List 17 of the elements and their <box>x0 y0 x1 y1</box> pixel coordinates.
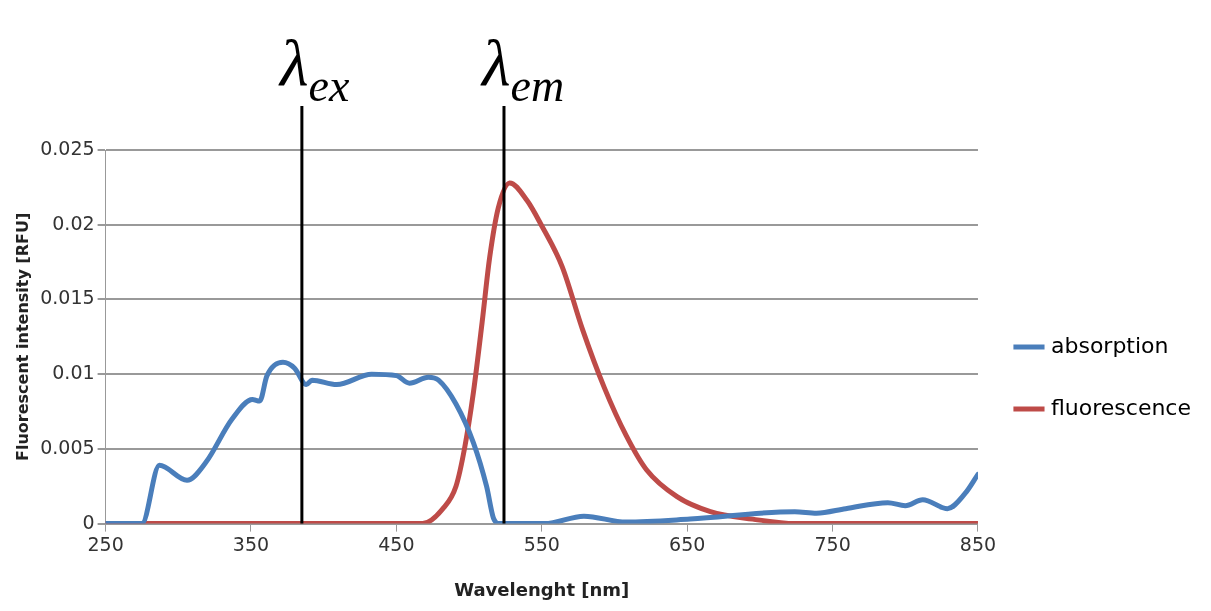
y-tick-label: 0.025 <box>40 136 95 159</box>
y-tick-label: 0.015 <box>40 286 95 309</box>
x-tick-label: 750 <box>814 532 851 555</box>
x-tick-label: 350 <box>232 532 270 555</box>
legend-label: fluorescence <box>1050 394 1192 420</box>
y-tick-label: 0.005 <box>40 435 95 458</box>
y-tick-label: 0.01 <box>52 361 95 384</box>
x-tick-label: 650 <box>669 532 706 555</box>
y-tick-label: 0.02 <box>52 211 95 234</box>
legend-label: absorption <box>1050 332 1169 358</box>
x-tick-label: 550 <box>523 532 560 555</box>
x-tick-label: 850 <box>959 532 997 555</box>
y-tick-label: 0 <box>82 510 95 533</box>
x-tick-label: 250 <box>87 532 124 555</box>
x-tick-label: 450 <box>378 532 415 555</box>
y-axis-title: Fluorescent intensity [RFU] <box>12 212 32 461</box>
x-axis-title: Wavelenght [nm] <box>454 578 630 600</box>
